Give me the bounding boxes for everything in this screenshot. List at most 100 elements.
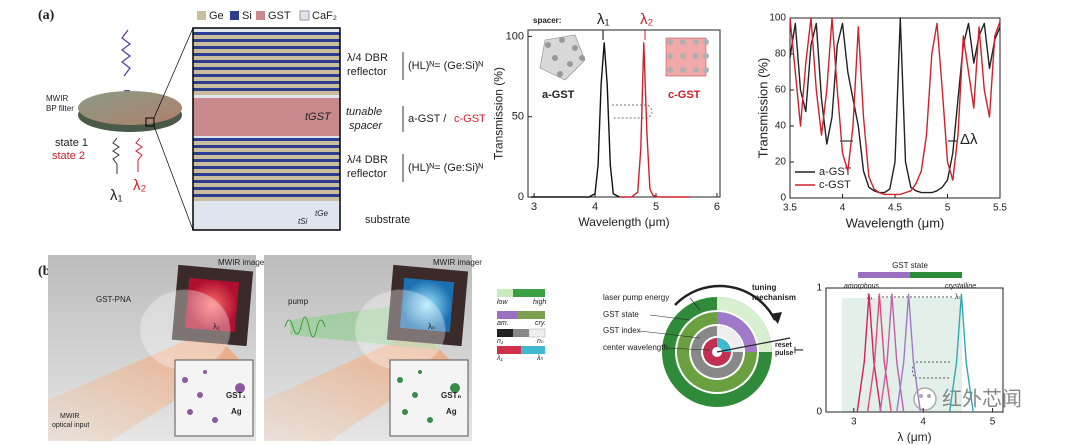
color-scales — [497, 289, 546, 354]
label: optical input — [52, 422, 89, 429]
y-tick-label: 80 — [775, 49, 787, 60]
scale-label: am. — [497, 320, 509, 327]
layer — [193, 70, 340, 74]
label: Ag — [231, 407, 242, 416]
plot-frame — [825, 287, 1004, 413]
layer-stack — [192, 27, 341, 231]
layer — [193, 46, 340, 49]
diagram-label: pulse — [775, 350, 793, 357]
layer — [193, 56, 340, 60]
layer — [193, 197, 340, 201]
x-tick-label: 3 — [851, 417, 857, 428]
annotation: amorphous — [844, 283, 880, 290]
swatch — [256, 11, 265, 20]
legend-label: GST — [268, 10, 291, 22]
scale-label: n₁ — [497, 338, 504, 345]
state-bar — [858, 272, 910, 278]
layer — [193, 141, 340, 145]
zoom-line — [153, 27, 194, 119]
legend-label: a-GST — [819, 166, 852, 178]
annotation: a-GST — [542, 89, 575, 101]
diagram-label: laser pump energy — [603, 293, 669, 302]
peak-label: λ₂ — [640, 11, 654, 28]
series-line — [866, 293, 892, 413]
filter-label: MWIR — [46, 94, 68, 103]
legend-label: Ge — [209, 10, 224, 22]
x-axis-label: Wavelength (μm) — [578, 215, 669, 229]
layer — [193, 169, 340, 173]
layer — [193, 145, 340, 148]
swatch — [299, 10, 310, 21]
leader — [689, 297, 701, 311]
x-axis-label: λ (μm) — [897, 430, 931, 444]
state-bar — [910, 272, 962, 278]
x-tick-label: 4 — [592, 201, 598, 213]
label: λ₁ — [213, 322, 220, 331]
illustration-state2 — [264, 255, 472, 441]
series-line — [789, 17, 1001, 196]
label: λₙ — [428, 322, 435, 331]
x-tick-label: 3.5 — [783, 203, 797, 214]
scale-label: low — [497, 299, 508, 306]
x-tick-label: 4 — [920, 417, 926, 428]
swatch — [197, 11, 206, 20]
stack-label: reflector — [347, 66, 387, 78]
layer — [193, 159, 340, 162]
series-line — [896, 293, 922, 413]
leader — [664, 347, 711, 351]
layer — [193, 42, 340, 46]
layer — [193, 166, 340, 169]
y-tick-label: 100 — [506, 30, 524, 42]
label: GST-PNA — [96, 295, 132, 304]
scale-label: λₙ — [536, 355, 543, 362]
scale-label: high — [533, 299, 546, 306]
thickness-label: tGe — [315, 209, 328, 218]
layer — [193, 53, 340, 56]
diagram-label: GST state — [603, 310, 639, 319]
wavelength-label: λ₁ — [110, 187, 123, 204]
stack-label: tunable — [346, 106, 382, 118]
layer — [193, 81, 340, 84]
scale-label: cry. — [535, 320, 546, 327]
diagram-label: mechanism — [752, 293, 796, 302]
stack-label: substrate — [365, 214, 410, 226]
legend-label: CaF₂ — [312, 10, 337, 22]
y-tick-label: 60 — [775, 85, 787, 96]
leader — [639, 330, 701, 339]
layer — [193, 91, 340, 95]
x-tick-label: 5.5 — [993, 203, 1007, 214]
annotation: spacer: — [533, 16, 561, 25]
layer — [193, 152, 340, 155]
series-line — [856, 293, 882, 413]
layer — [193, 32, 340, 35]
layer — [193, 67, 340, 70]
layer — [193, 35, 340, 39]
layer — [193, 84, 340, 88]
label: GSTₙ — [441, 391, 461, 400]
layer — [193, 138, 340, 141]
layer — [193, 88, 340, 91]
layer — [193, 180, 340, 183]
tuning-rings — [662, 284, 791, 407]
x-tick-label: 4 — [840, 203, 846, 214]
layer — [193, 49, 340, 53]
spacer-state: a-GST / — [408, 113, 447, 125]
layer — [193, 176, 340, 180]
diagram-label: tuning — [752, 283, 777, 292]
annotation: c-GST — [668, 89, 701, 101]
annotation: λₙ — [955, 294, 962, 301]
state-label: state 2 — [52, 150, 85, 162]
material-legend: Ge Si GST CaF₂ — [197, 10, 337, 22]
layer — [193, 63, 340, 67]
y-tick-label: 0 — [780, 193, 786, 204]
layer — [193, 77, 340, 81]
series-line — [531, 42, 620, 198]
peak-label: λ₁ — [597, 11, 610, 28]
legend-label: Si — [242, 10, 252, 22]
y-tick-label: 40 — [775, 121, 787, 132]
label: MWIR imager — [218, 258, 267, 267]
layer — [193, 194, 340, 197]
series-line — [948, 293, 974, 413]
